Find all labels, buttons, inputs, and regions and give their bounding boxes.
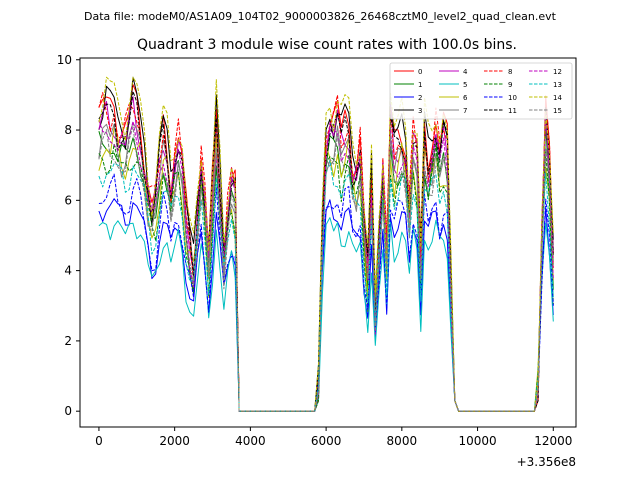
x-tick-label: 8000: [387, 434, 418, 448]
legend-label-2: 2: [418, 94, 422, 102]
plot-area: [98, 76, 554, 412]
x-tick-label: 4000: [235, 434, 266, 448]
series-line-5: [98, 217, 554, 412]
chart-title: Quadrant 3 module wise count rates with …: [137, 37, 517, 53]
series-line-15: [98, 126, 554, 412]
legend-label-14: 14: [553, 94, 562, 102]
legend-label-3: 3: [418, 107, 422, 115]
legend-label-12: 12: [553, 68, 562, 76]
y-tick-label: 4: [64, 264, 72, 278]
series-line-10: [98, 173, 554, 412]
legend-label-15: 15: [553, 107, 562, 115]
x-tick-label: 12000: [534, 434, 572, 448]
series-line-8: [98, 92, 554, 412]
y-tick-label: 0: [64, 404, 72, 418]
y-tick-label: 6: [64, 193, 72, 207]
x-tick-label: 6000: [311, 434, 342, 448]
legend-label-10: 10: [508, 94, 517, 102]
legend-label-6: 6: [463, 94, 468, 102]
legend-label-4: 4: [463, 68, 468, 76]
chart-suptitle: Data file: modeM0/AS1A09_104T02_90000038…: [84, 10, 557, 23]
y-axis: 0 2 4 6 8 10: [57, 53, 80, 418]
x-tick-label: 2000: [159, 434, 190, 448]
y-tick-label: 10: [57, 53, 72, 67]
legend-label-13: 13: [553, 81, 562, 89]
legend-box: [389, 62, 573, 120]
y-tick-label: 2: [64, 334, 72, 348]
y-tick-label: 8: [64, 123, 72, 137]
series-line-13: [98, 160, 554, 412]
legend-label-11: 11: [508, 107, 517, 115]
series-layer: [98, 76, 554, 412]
legend-label-1: 1: [418, 81, 422, 89]
legend-label-8: 8: [508, 68, 512, 76]
legend-label-7: 7: [463, 107, 467, 115]
plot-frame: [79, 57, 577, 428]
legend-label-0: 0: [418, 68, 422, 76]
series-line-4: [98, 96, 554, 412]
x-tick-label: 10000: [458, 434, 496, 448]
legend-label-9: 9: [508, 81, 512, 89]
x-axis-offset-label: +3.356e8: [517, 455, 576, 469]
x-axis: 0 2000 4000 6000 8000 10000 12000: [95, 427, 572, 448]
legend-label-5: 5: [463, 81, 467, 89]
x-tick-label: 0: [95, 434, 103, 448]
